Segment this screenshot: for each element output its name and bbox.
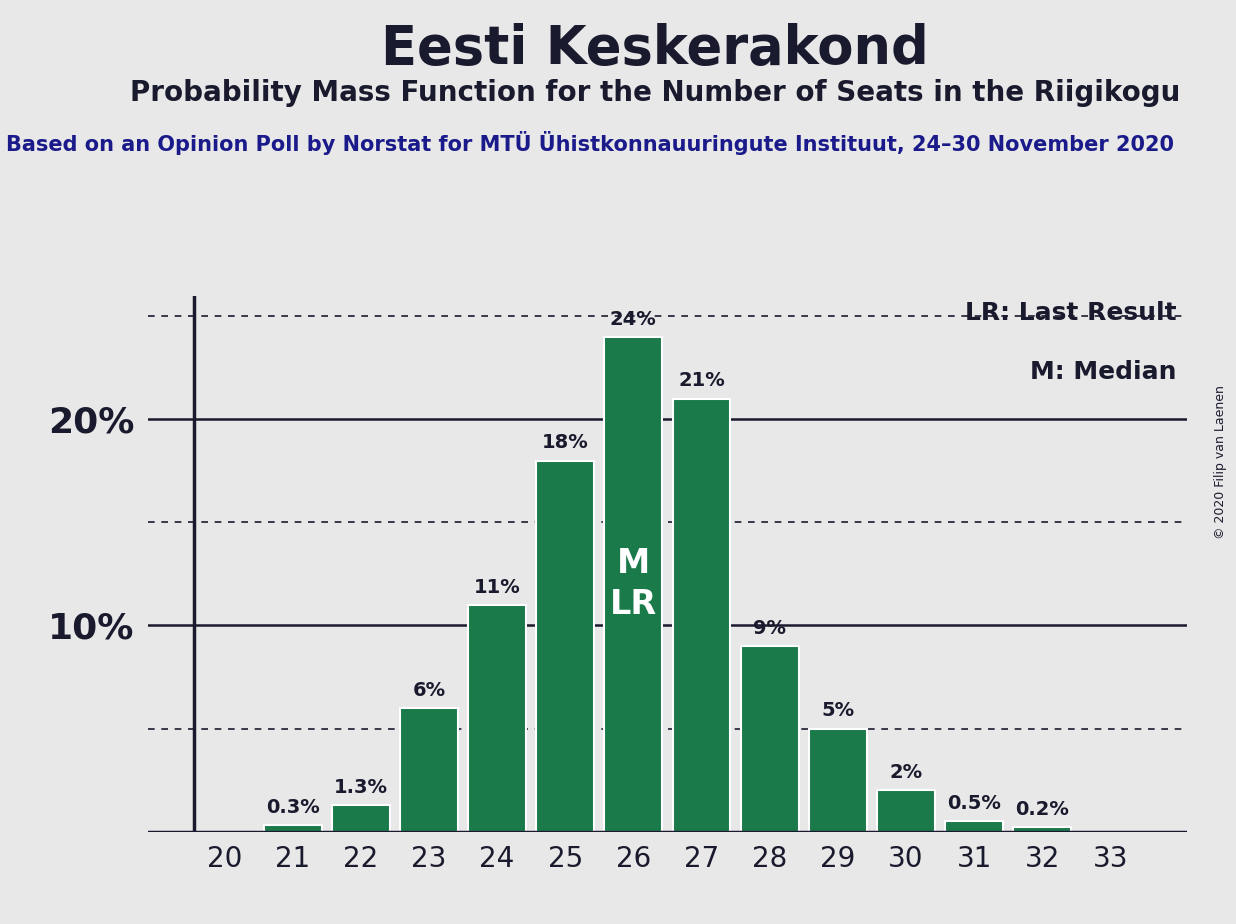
Text: 11%: 11% bbox=[473, 578, 520, 597]
Bar bbox=[672, 399, 730, 832]
Bar bbox=[604, 337, 662, 832]
Text: M: Median: M: Median bbox=[1030, 360, 1177, 384]
Text: 2%: 2% bbox=[890, 763, 922, 782]
Text: 24%: 24% bbox=[611, 310, 656, 329]
Text: 0.2%: 0.2% bbox=[1015, 800, 1069, 820]
Bar bbox=[400, 708, 457, 832]
Text: 1.3%: 1.3% bbox=[334, 778, 388, 796]
Bar bbox=[946, 821, 1004, 832]
Text: Probability Mass Function for the Number of Seats in the Riigikogu: Probability Mass Function for the Number… bbox=[130, 79, 1180, 106]
Text: M
LR: M LR bbox=[609, 547, 656, 621]
Text: 0.3%: 0.3% bbox=[266, 798, 319, 817]
Text: 5%: 5% bbox=[821, 701, 854, 721]
Bar bbox=[536, 460, 595, 832]
Bar bbox=[468, 605, 527, 832]
Bar bbox=[331, 805, 389, 832]
Text: 0.5%: 0.5% bbox=[947, 794, 1001, 813]
Text: Based on an Opinion Poll by Norstat for MTÜ Ühistkonnauuringute Instituut, 24–30: Based on an Opinion Poll by Norstat for … bbox=[6, 131, 1174, 155]
Text: 9%: 9% bbox=[753, 619, 786, 638]
Bar bbox=[808, 728, 866, 832]
Text: Eesti Keskerakond: Eesti Keskerakond bbox=[381, 23, 929, 75]
Bar bbox=[1014, 828, 1072, 832]
Bar bbox=[878, 790, 934, 832]
Text: LR: Last Result: LR: Last Result bbox=[964, 301, 1177, 325]
Bar bbox=[263, 825, 321, 832]
Bar bbox=[740, 646, 798, 832]
Text: 18%: 18% bbox=[541, 433, 588, 453]
Text: © 2020 Filip van Laenen: © 2020 Filip van Laenen bbox=[1214, 385, 1227, 539]
Text: 6%: 6% bbox=[413, 681, 445, 699]
Text: 21%: 21% bbox=[679, 371, 724, 391]
